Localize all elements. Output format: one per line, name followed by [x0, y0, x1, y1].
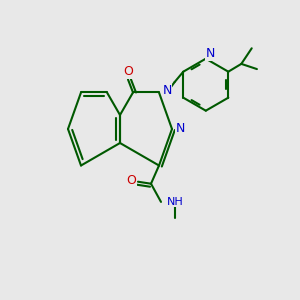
Text: N: N [162, 84, 172, 97]
Text: N: N [175, 122, 185, 136]
Text: O: O [123, 65, 133, 78]
Text: O: O [126, 174, 136, 187]
Text: N: N [206, 47, 215, 60]
Text: NH: NH [167, 197, 183, 207]
